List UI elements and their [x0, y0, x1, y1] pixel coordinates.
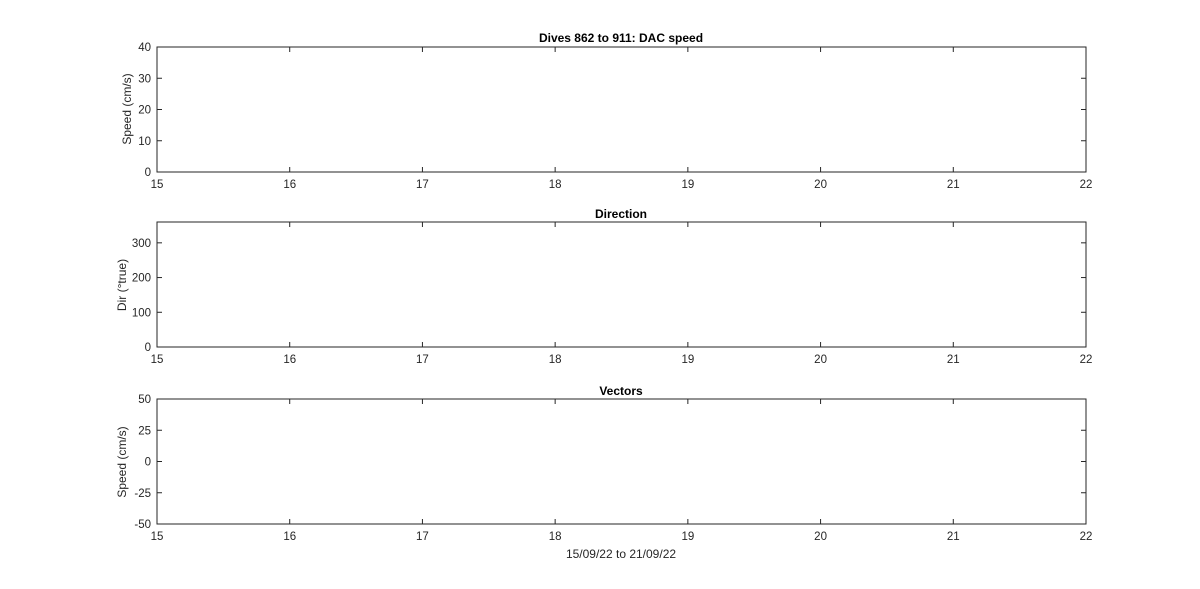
- x-tick-label: 17: [416, 531, 429, 543]
- velocity-vector: [157, 457, 159, 462]
- x-tick-label: 17: [416, 179, 429, 191]
- direction-panel: Direction Dir (°true) 15 16 17 18 19 20 21 22 0 1…: [115, 207, 1092, 366]
- x-tick-label: 19: [681, 354, 694, 366]
- y-tick-label: 20: [138, 105, 151, 117]
- speed-panel-title: Dives 862 to 911: DAC speed: [539, 31, 703, 45]
- vectors-panel-title: Vectors: [599, 384, 643, 398]
- y-tick-label: 40: [138, 42, 151, 54]
- x-tick-label: 20: [814, 179, 827, 191]
- x-tick-label: 16: [283, 179, 296, 191]
- x-tick-label: 20: [814, 354, 827, 366]
- x-tick-label: 21: [947, 179, 960, 191]
- x-tick-label: 16: [283, 354, 296, 366]
- y-tick-label: 25: [138, 425, 151, 437]
- direction-panel-title: Direction: [595, 207, 647, 221]
- x-tick-label: 20: [814, 531, 827, 543]
- x-tick-label: 15: [151, 531, 164, 543]
- x-tick-label: 18: [549, 179, 562, 191]
- x-tick-label: 15: [151, 354, 164, 366]
- x-tick-label: 22: [1080, 354, 1093, 366]
- x-tick-label: 17: [416, 354, 429, 366]
- x-tick-label: 22: [1080, 531, 1093, 543]
- x-tick-label: 21: [947, 354, 960, 366]
- y-tick-label: 30: [138, 73, 151, 85]
- x-tick-label: 18: [549, 531, 562, 543]
- y-tick-label: 0: [145, 167, 151, 179]
- y-tick-label: 100: [132, 307, 151, 319]
- x-tick-label: 19: [681, 531, 694, 543]
- y-tick-label: 10: [138, 136, 151, 148]
- x-tick-label: 22: [1080, 179, 1093, 191]
- vectors-panel-y-axis-label: Speed (cm/s): [115, 426, 129, 497]
- axis-frame: [156, 221, 1087, 348]
- y-tick-label: 0: [145, 457, 151, 469]
- speed-panel: Dives 862 to 911: DAC speed Speed (cm/s)…: [120, 31, 1092, 191]
- x-tick-label: 19: [681, 179, 694, 191]
- x-tick-label: 16: [283, 531, 296, 543]
- y-tick-label: 50: [138, 394, 151, 406]
- y-tick-label: 300: [132, 238, 151, 250]
- speed-panel-y-axis-label: Speed (cm/s): [120, 73, 134, 144]
- y-tick-label: 200: [132, 273, 151, 285]
- vectors-panel-x-axis-label: 15/09/22 to 21/09/22: [566, 547, 676, 561]
- axis-frame: [156, 46, 1087, 173]
- y-tick-label: -25: [134, 488, 151, 500]
- x-tick-label: 18: [549, 354, 562, 366]
- x-tick-label: 15: [151, 179, 164, 191]
- y-tick-label: -50: [134, 519, 151, 531]
- x-tick-label: 21: [947, 531, 960, 543]
- axis-frame: [156, 398, 1087, 525]
- y-tick-label: 0: [145, 342, 151, 354]
- direction-panel-y-axis-label: Dir (°true): [115, 259, 129, 311]
- vectors-panel: Vectors Speed (cm/s) 15/09/22 to 21/09/2…: [115, 384, 1092, 561]
